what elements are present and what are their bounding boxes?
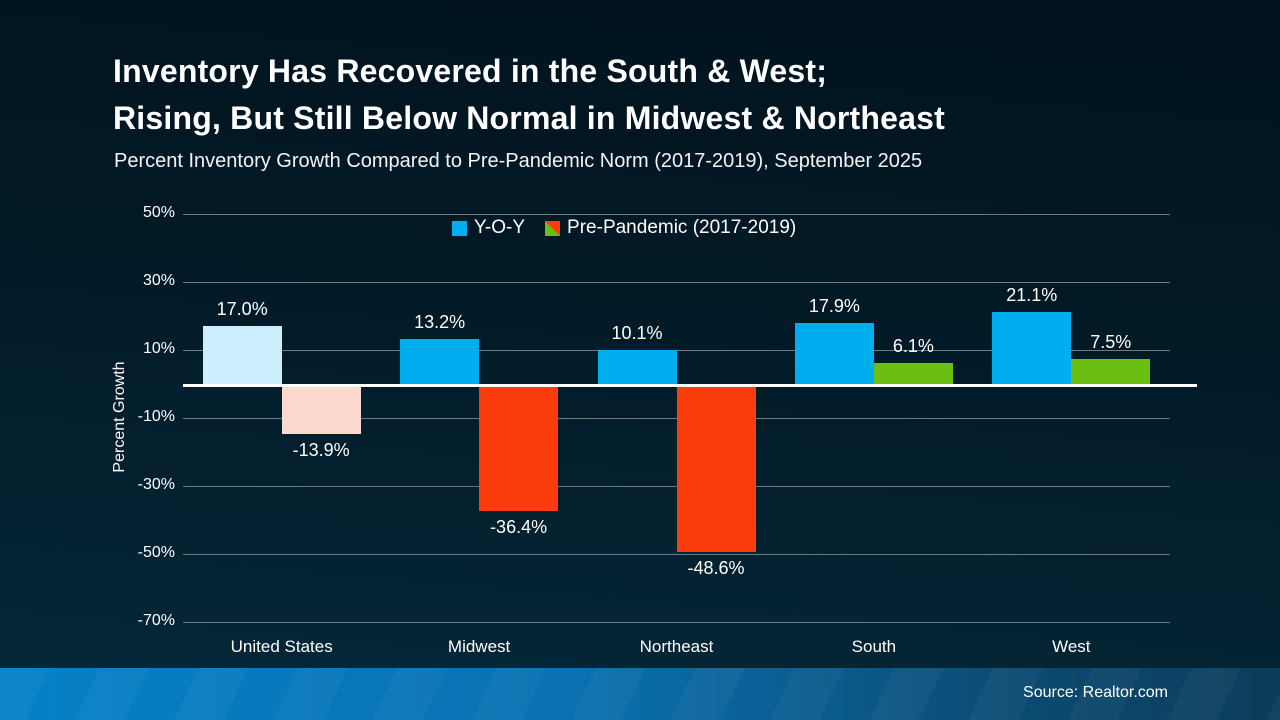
chart-title: Inventory Has Recovered in the South & W… — [113, 48, 945, 142]
y-axis-tick-label: 50% — [142, 204, 175, 221]
value-label-united-states-y-o-y: 17.0% — [216, 299, 268, 320]
source-attribution: Source: Realtor.com — [1023, 684, 1168, 701]
chart-title-line1: Inventory Has Recovered in the South & W… — [113, 53, 828, 89]
value-label-northeast-y-o-y: 10.1% — [611, 322, 663, 343]
y-axis-tick-label: -50% — [137, 544, 175, 561]
gridline-30 — [183, 282, 1170, 283]
category-label-united-states: United States — [230, 637, 333, 656]
y-axis-tick-label: -70% — [137, 612, 175, 629]
legend-item-pre-pandemic-2017-2019-: Pre-Pandemic (2017-2019) — [545, 217, 796, 239]
value-label-west-pre-pandemic-2017-2019-: 7.5% — [1090, 331, 1132, 352]
category-label-northeast: Northeast — [639, 637, 714, 656]
category-label-midwest: Midwest — [447, 637, 511, 656]
value-label-south-pre-pandemic-2017-2019-: 6.1% — [892, 336, 934, 357]
zero-baseline — [183, 384, 1197, 387]
gridline--70 — [183, 622, 1170, 623]
category-label-west: West — [1052, 637, 1091, 656]
chart-title-line2: Rising, But Still Below Normal in Midwes… — [113, 100, 946, 136]
chart-subtitle: Percent Inventory Growth Compared to Pre… — [114, 150, 923, 172]
bar-y-o-y-south — [794, 323, 874, 384]
value-label-midwest-pre-pandemic-2017-2019-: -36.4% — [490, 516, 548, 537]
chart-legend: Y-O-Y Pre-Pandemic (2017-2019) — [452, 217, 796, 239]
bar-pre-pandemic-2017-2019--midwest — [479, 387, 559, 511]
bar-pre-pandemic-2017-2019--south — [873, 363, 953, 384]
legend-label: Pre-Pandemic (2017-2019) — [567, 217, 797, 238]
bar-pre-pandemic-2017-2019--united-states — [281, 387, 361, 435]
legend-swatch-icon — [452, 220, 467, 236]
footer-bar: Source: Realtor.com — [0, 668, 1280, 720]
value-label-midwest-y-o-y: 13.2% — [414, 312, 466, 333]
value-label-west-y-o-y: 21.1% — [1006, 285, 1058, 306]
bar-pre-pandemic-2017-2019--northeast — [676, 387, 756, 553]
bar-y-o-y-west — [992, 312, 1072, 384]
legend-item-y-o-y: Y-O-Y — [452, 217, 525, 239]
value-label-northeast-pre-pandemic-2017-2019-: -48.6% — [687, 558, 745, 579]
legend-swatch-icon — [545, 220, 561, 236]
y-axis-tick-label: 10% — [142, 340, 175, 357]
gridline-50 — [183, 214, 1170, 215]
bar-y-o-y-united-states — [202, 326, 282, 384]
y-axis-tick-label: 30% — [142, 272, 175, 289]
y-axis-tick-label: -10% — [137, 408, 175, 425]
category-label-south: South — [851, 637, 897, 656]
bar-y-o-y-midwest — [400, 339, 480, 384]
gridline--50 — [183, 554, 1170, 555]
value-label-united-states-pre-pandemic-2017-2019-: -13.9% — [292, 440, 350, 461]
y-axis-tick-label: -30% — [137, 476, 175, 493]
value-label-south-y-o-y: 17.9% — [808, 296, 860, 317]
legend-label: Y-O-Y — [474, 217, 526, 238]
bar-pre-pandemic-2017-2019--west — [1071, 358, 1151, 384]
gridline-10 — [183, 350, 1170, 351]
y-axis-title: Percent Growth — [111, 361, 128, 473]
bar-y-o-y-northeast — [597, 349, 677, 384]
